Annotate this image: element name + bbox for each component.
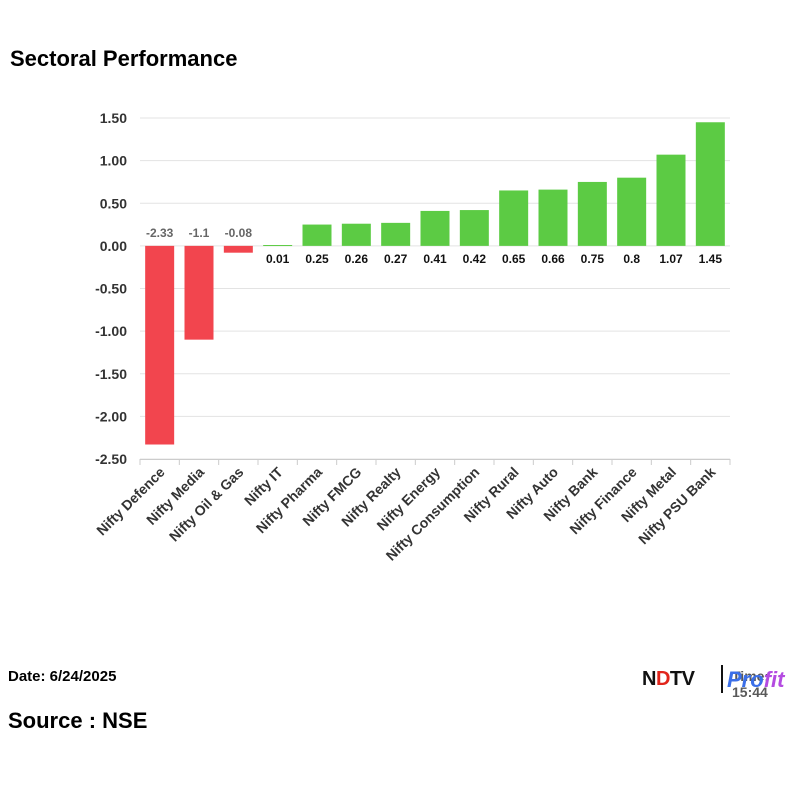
- bar: [145, 245, 175, 445]
- data-label: 0.25: [305, 252, 329, 266]
- data-label: -2.33: [146, 226, 174, 240]
- bar: [184, 245, 214, 340]
- y-tick-label: 0.00: [100, 238, 127, 254]
- data-label: 0.66: [541, 252, 565, 266]
- time-overlay: Time: 15:44: [732, 668, 770, 700]
- y-tick-label: -0.50: [95, 281, 127, 297]
- data-label: 0.65: [502, 252, 526, 266]
- y-tick-label: -2.00: [95, 408, 127, 424]
- bar: [499, 190, 529, 246]
- bar: [695, 122, 725, 246]
- bar: [577, 181, 607, 246]
- bar: [381, 222, 411, 246]
- profit-wordmark: Profit: [727, 667, 785, 692]
- logo-divider: [721, 665, 723, 693]
- bar-chart: 1.50 1.00 0.50 0.00 -0.50 -1.00 -1.50 -2.00 -2.5…: [93, 110, 731, 564]
- bar: [223, 245, 253, 253]
- data-label: 1.45: [699, 252, 723, 266]
- data-label: 0.75: [581, 252, 605, 266]
- y-tick-label: 0.50: [100, 195, 127, 211]
- y-tick-label: -1.50: [95, 366, 127, 382]
- data-label: 0.8: [623, 252, 640, 266]
- data-label: -0.08: [225, 226, 253, 240]
- y-tick-label: -1.00: [95, 323, 127, 339]
- data-label: 0.42: [463, 252, 487, 266]
- x-tick-label: Nifty Defence: [93, 464, 168, 539]
- date-label: Date: 6/24/2025: [8, 668, 117, 685]
- source-label: Source : NSE: [8, 708, 148, 733]
- bar: [656, 154, 686, 246]
- data-label: 0.26: [345, 252, 369, 266]
- bar: [459, 210, 489, 246]
- data-label: 0.41: [423, 252, 447, 266]
- ndtv-profit-logo: NDTV Time: 15:44 Profit: [642, 662, 807, 700]
- y-tick-label: 1.00: [100, 153, 127, 169]
- ndtv-wordmark: NDTV: [642, 668, 695, 690]
- chart-title: Sectoral Performance: [10, 46, 238, 71]
- bar: [617, 177, 647, 246]
- data-label: 1.07: [659, 252, 683, 266]
- bar: [420, 210, 450, 246]
- data-label: 0.27: [384, 252, 408, 266]
- y-tick-label: 1.50: [100, 110, 127, 126]
- y-tick-label: -2.50: [95, 451, 127, 467]
- bar: [263, 245, 293, 247]
- bar: [538, 189, 568, 246]
- bar: [302, 224, 332, 246]
- bar: [341, 223, 371, 246]
- data-label: 0.01: [266, 252, 290, 266]
- data-label: -1.1: [189, 226, 210, 240]
